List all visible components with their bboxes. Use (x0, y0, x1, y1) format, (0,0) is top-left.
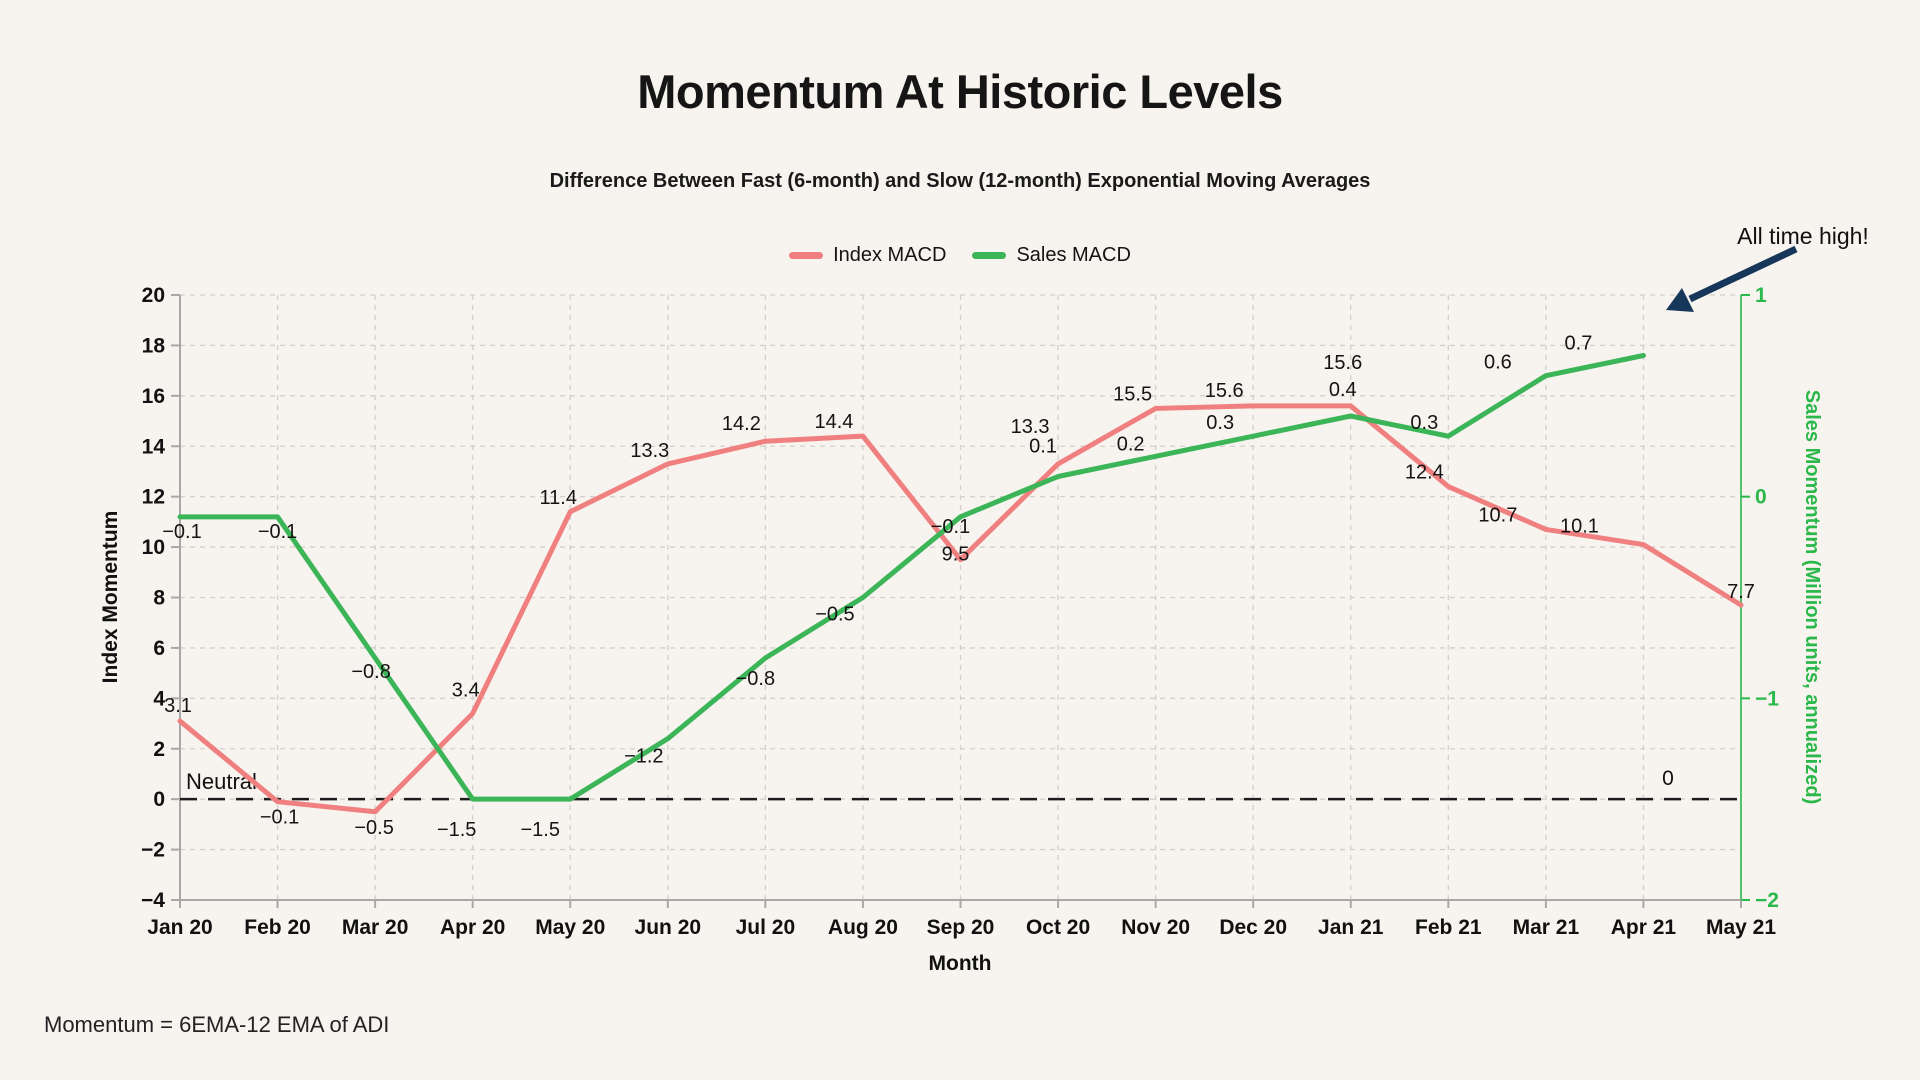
svg-text:−1.2: −1.2 (624, 746, 663, 768)
svg-text:−0.5: −0.5 (815, 604, 854, 626)
svg-text:15.6: 15.6 (1323, 352, 1362, 374)
svg-text:20: 20 (142, 284, 165, 307)
svg-text:−0.1: −0.1 (931, 516, 970, 538)
legend-label-sales-macd: Sales MACD (1016, 244, 1131, 266)
svg-text:Jun 20: Jun 20 (635, 916, 702, 939)
svg-text:Oct 20: Oct 20 (1026, 916, 1090, 939)
svg-text:12: 12 (142, 486, 165, 509)
svg-text:14.4: 14.4 (814, 411, 853, 433)
svg-text:10.7: 10.7 (1478, 504, 1517, 526)
svg-text:All time high!: All time high! (1737, 223, 1869, 249)
svg-text:0: 0 (1662, 767, 1674, 790)
svg-text:14.2: 14.2 (722, 413, 761, 435)
svg-text:Jan 20: Jan 20 (147, 916, 212, 939)
svg-text:16: 16 (142, 385, 165, 408)
svg-text:−0.1: −0.1 (260, 807, 299, 829)
svg-text:−0.8: −0.8 (736, 668, 775, 690)
svg-text:0.6: 0.6 (1484, 352, 1512, 374)
svg-text:15.5: 15.5 (1113, 383, 1152, 405)
svg-text:Sep 20: Sep 20 (927, 916, 995, 939)
chart-title: Momentum At Historic Levels (637, 65, 1283, 118)
svg-text:−0.5: −0.5 (354, 817, 393, 839)
svg-text:0.7: 0.7 (1565, 333, 1593, 355)
svg-text:−2: −2 (141, 839, 165, 862)
legend-item-index-macd: Index MACD (789, 244, 946, 267)
svg-text:7.7: 7.7 (1727, 581, 1755, 603)
svg-text:−0.8: −0.8 (351, 661, 390, 683)
svg-text:13.3: 13.3 (1011, 416, 1050, 438)
svg-text:Mar 21: Mar 21 (1513, 916, 1580, 939)
svg-text:Dec 20: Dec 20 (1219, 916, 1287, 939)
svg-text:Jan 21: Jan 21 (1318, 916, 1384, 939)
svg-text:13.3: 13.3 (630, 440, 669, 462)
svg-text:Mar 20: Mar 20 (342, 916, 409, 939)
svg-text:May 20: May 20 (535, 916, 605, 939)
svg-text:9.5: 9.5 (942, 544, 970, 566)
svg-text:1: 1 (1755, 284, 1767, 307)
svg-text:Feb 21: Feb 21 (1415, 916, 1482, 939)
svg-text:Nov 20: Nov 20 (1121, 916, 1190, 939)
svg-text:−0.1: −0.1 (258, 521, 297, 543)
svg-text:−1.5: −1.5 (437, 819, 476, 841)
svg-text:Feb 20: Feb 20 (244, 916, 311, 939)
svg-text:Aug 20: Aug 20 (828, 916, 898, 939)
svg-text:−2: −2 (1755, 889, 1779, 912)
svg-text:Index Momentum: Index Momentum (99, 511, 122, 684)
svg-text:0: 0 (153, 788, 165, 811)
svg-text:6: 6 (153, 637, 165, 660)
legend-swatch-index-macd (789, 252, 824, 259)
svg-text:Sales Momentum (Million units,: Sales Momentum (Million units, annualize… (1801, 390, 1823, 804)
svg-text:0.4: 0.4 (1329, 379, 1357, 401)
svg-text:12.4: 12.4 (1405, 462, 1444, 484)
svg-text:4: 4 (153, 687, 165, 710)
legend-label-index-macd: Index MACD (833, 244, 947, 266)
svg-text:Apr 20: Apr 20 (440, 916, 505, 939)
legend-swatch-sales-macd (972, 252, 1007, 259)
svg-text:−0.1: −0.1 (162, 521, 201, 543)
legend: Index MACD Sales MACD (0, 244, 1920, 267)
svg-text:Month: Month (929, 952, 992, 975)
svg-text:Apr 21: Apr 21 (1611, 916, 1677, 939)
svg-text:0.2: 0.2 (1117, 433, 1145, 455)
svg-text:0.3: 0.3 (1410, 412, 1438, 434)
svg-text:18: 18 (142, 334, 166, 357)
svg-text:May 21: May 21 (1706, 916, 1776, 939)
svg-text:2: 2 (153, 738, 165, 761)
svg-text:Jul 20: Jul 20 (736, 916, 796, 939)
svg-text:11.4: 11.4 (540, 487, 577, 509)
svg-text:0: 0 (1755, 486, 1767, 509)
svg-text:8: 8 (153, 587, 165, 610)
svg-text:−1.5: −1.5 (521, 819, 560, 841)
footer-note: Momentum = 6EMA-12 EMA of ADI (44, 1012, 390, 1037)
legend-item-sales-macd: Sales MACD (972, 244, 1131, 267)
svg-text:3.1: 3.1 (164, 695, 192, 717)
svg-text:−4: −4 (141, 889, 165, 912)
svg-text:−1: −1 (1755, 687, 1779, 710)
chart-subtitle: Difference Between Fast (6-month) and Sl… (549, 170, 1371, 192)
svg-text:3.4: 3.4 (452, 679, 480, 701)
svg-text:0.3: 0.3 (1206, 412, 1234, 434)
svg-text:10: 10 (142, 536, 165, 559)
svg-text:15.6: 15.6 (1205, 380, 1244, 402)
svg-text:10.1: 10.1 (1560, 516, 1599, 538)
svg-text:14: 14 (142, 435, 166, 458)
svg-text:0.1: 0.1 (1029, 436, 1057, 458)
